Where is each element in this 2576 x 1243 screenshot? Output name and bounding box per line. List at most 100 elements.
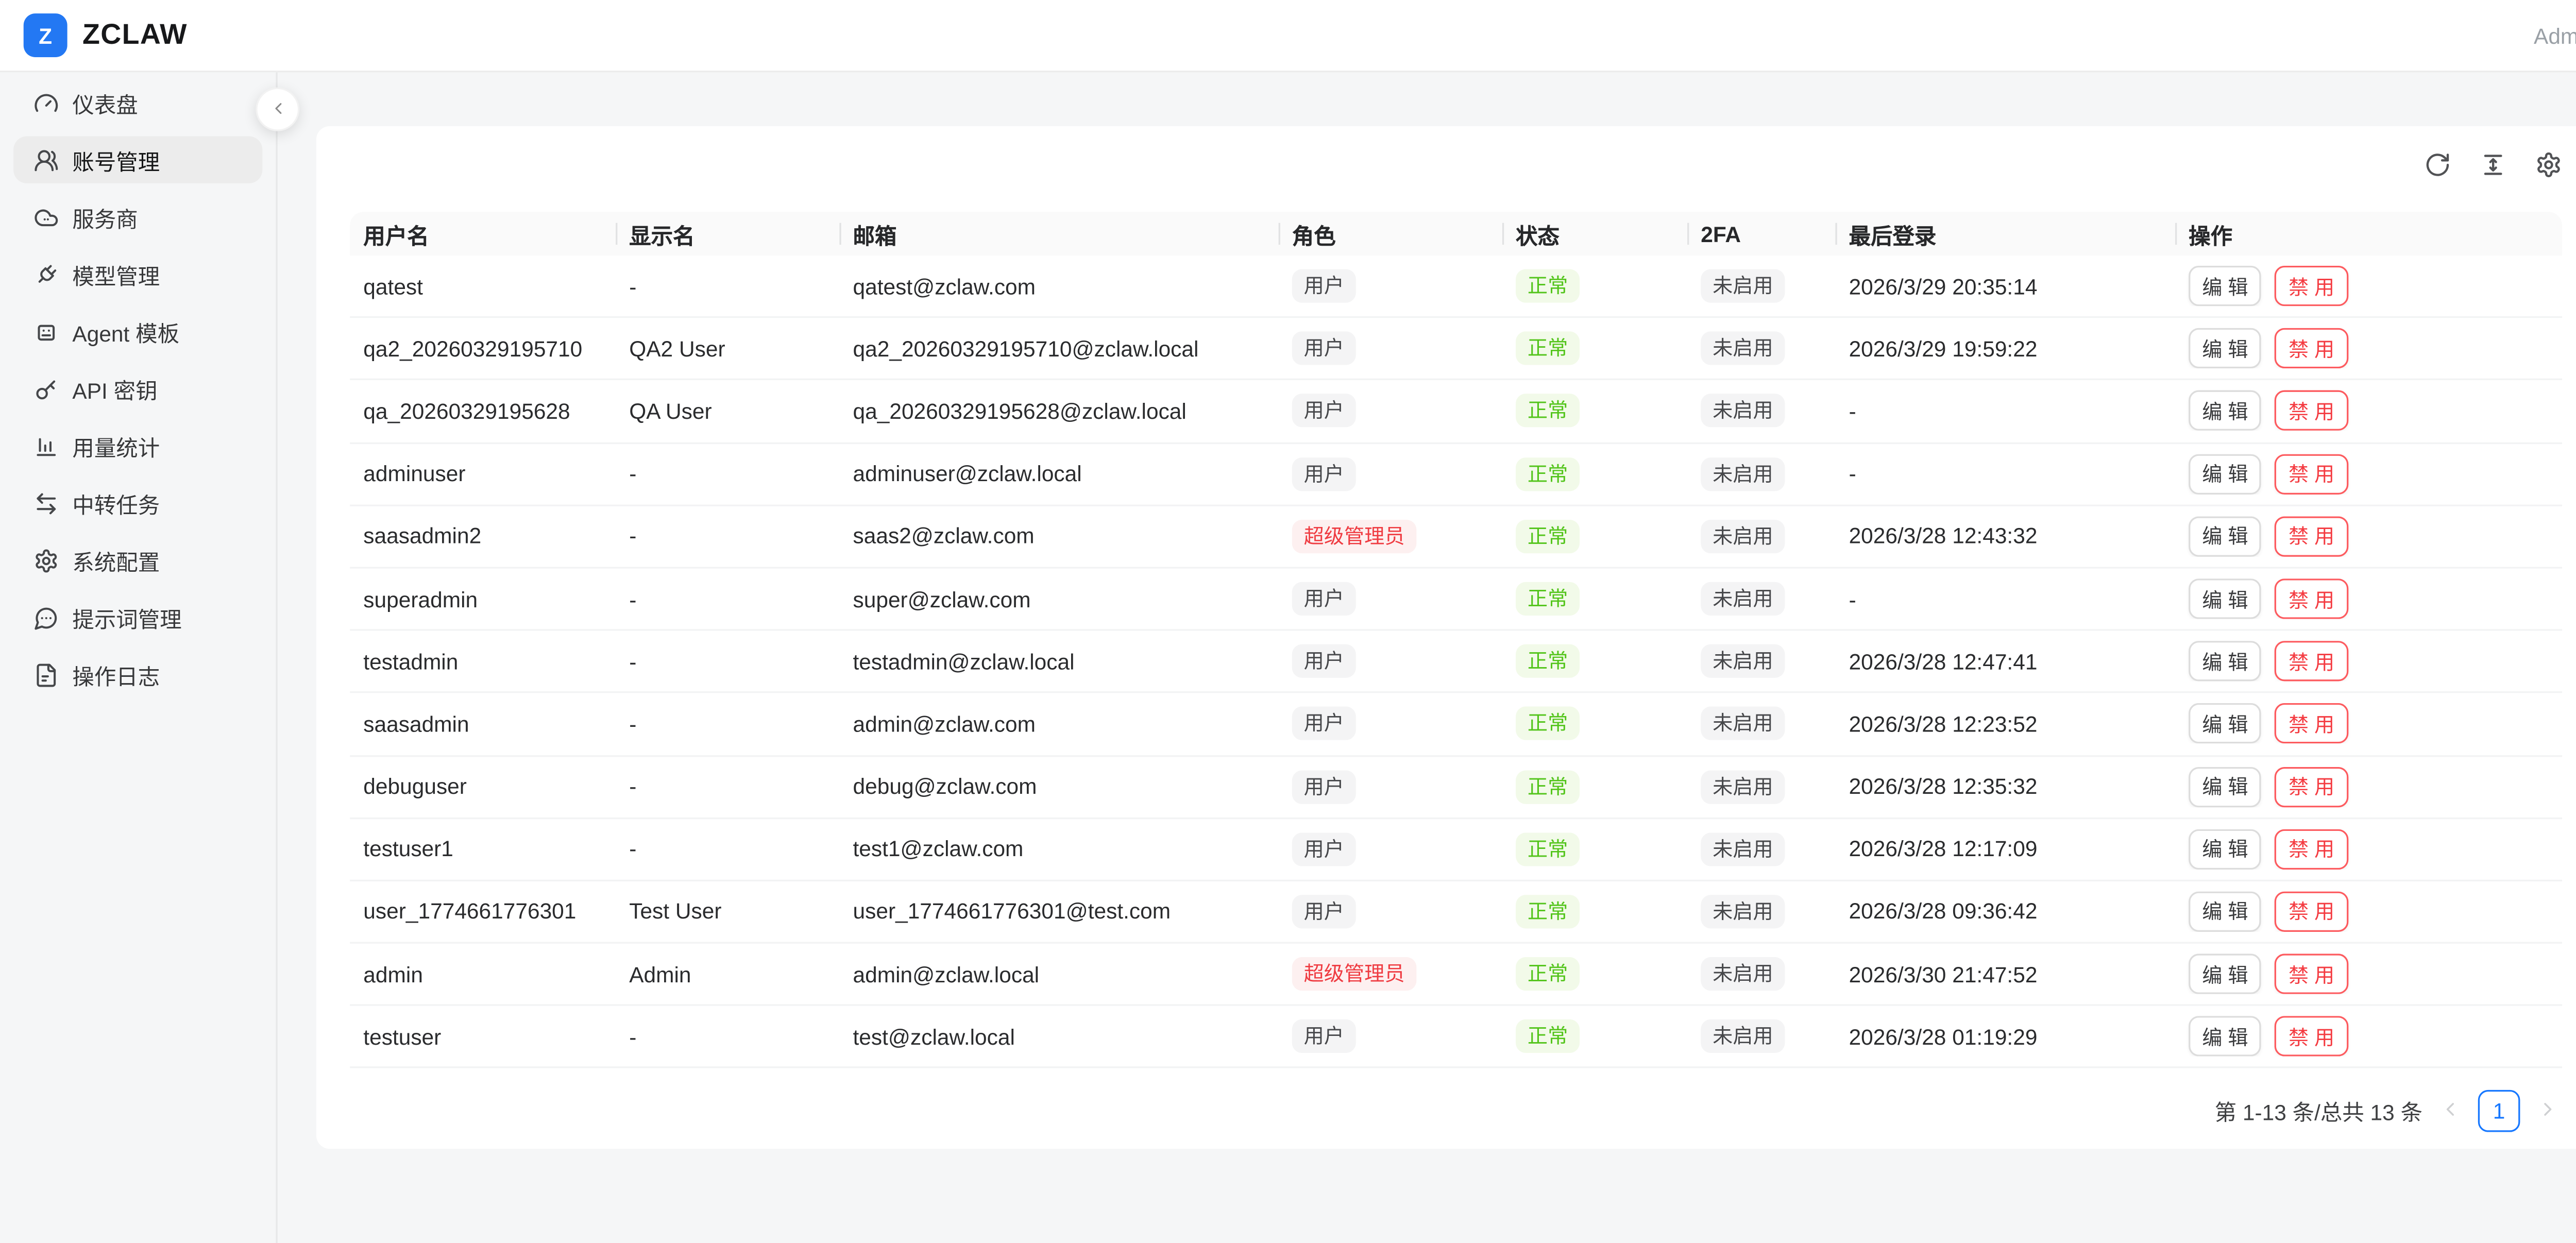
cell-actions: 编 辑禁 用	[2175, 453, 2562, 494]
column-height-icon[interactable]	[2480, 151, 2506, 178]
edit-button[interactable]: 编 辑	[2189, 516, 2262, 557]
status-badge: 正常	[1516, 519, 1580, 553]
edit-button[interactable]: 编 辑	[2189, 829, 2262, 870]
cell-last-login: 2026/3/30 21:47:52	[1849, 961, 2038, 987]
refresh-icon[interactable]	[2424, 151, 2451, 178]
table-row: testadmin - testadmin@zclaw.local 用户 正常 未启用 20…	[350, 631, 2563, 694]
pagination-summary: 第 1-13 条/总共 13 条	[2214, 1100, 2423, 1126]
accounts-table-card: 用户名 显示名 邮箱 角色 状态 2FA 最后登录 操作 qatest - qatest@zcla…	[316, 126, 2576, 1149]
edit-button[interactable]: 编 辑	[2189, 578, 2262, 619]
sidebar-item-accounts[interactable]: 账号管理	[13, 136, 263, 183]
cell-username: saasadmin2	[363, 523, 482, 549]
cell-actions: 编 辑禁 用	[2175, 829, 2562, 870]
column-header-6: 最后登录	[1835, 212, 2175, 256]
pagination-page-current[interactable]: 1	[2478, 1091, 2520, 1133]
cell-status: 正常	[1502, 644, 1687, 678]
table-toolbar	[350, 150, 2562, 180]
cell-role: 用户	[1279, 582, 1502, 616]
sidebar-item-api-keys[interactable]: API 密钥	[13, 365, 262, 412]
edit-button[interactable]: 编 辑	[2189, 391, 2262, 432]
edit-button[interactable]: 编 辑	[2189, 766, 2262, 807]
disable-button[interactable]: 禁 用	[2275, 829, 2348, 870]
sidebar-collapse-button[interactable]	[256, 87, 300, 131]
bot-icon	[33, 319, 59, 344]
cell-2fa: 未启用	[1687, 332, 1835, 366]
cell-role: 超级管理员	[1279, 957, 1502, 991]
cell-email: testadmin@zclaw.local	[853, 649, 1075, 674]
sidebar-item-dashboard[interactable]: 仪表盘	[13, 79, 262, 126]
brand: Z ZCLAW	[23, 13, 188, 58]
cell-status: 正常	[1502, 1019, 1687, 1054]
disable-button[interactable]: 禁 用	[2275, 453, 2348, 494]
cell-username: testuser	[363, 1024, 442, 1050]
cell-2fa: 未启用	[1687, 269, 1835, 303]
status-badge: 正常	[1516, 394, 1580, 428]
table-row: adminuser - adminuser@zclaw.local 用户 正常 未启用 - 编…	[350, 444, 2563, 506]
status-badge: 正常	[1516, 832, 1580, 866]
disable-button[interactable]: 禁 用	[2275, 266, 2348, 307]
cell-status: 正常	[1502, 269, 1687, 303]
cell-email: admin@zclaw.com	[853, 711, 1036, 737]
topbar-user-menu[interactable]: Admin	[2534, 23, 2576, 48]
cell-status: 正常	[1502, 332, 1687, 366]
twofa-badge: 未启用	[1701, 457, 1785, 491]
sidebar-item-usage-stats[interactable]: 用量统计	[13, 422, 262, 469]
disable-button[interactable]: 禁 用	[2275, 891, 2348, 932]
disable-button[interactable]: 禁 用	[2275, 953, 2348, 995]
edit-button[interactable]: 编 辑	[2189, 453, 2262, 494]
role-badge: 用户	[1292, 582, 1356, 616]
twofa-badge: 未启用	[1701, 770, 1785, 804]
edit-button[interactable]: 编 辑	[2189, 891, 2262, 932]
cell-display-name: -	[629, 523, 637, 549]
disable-button[interactable]: 禁 用	[2275, 641, 2348, 682]
pagination-prev-button[interactable]	[2439, 1098, 2461, 1125]
disable-button[interactable]: 禁 用	[2275, 328, 2348, 369]
chevron-right-icon	[2537, 1098, 2558, 1125]
cell-actions: 编 辑禁 用	[2175, 516, 2562, 557]
cell-2fa: 未启用	[1687, 707, 1835, 741]
sidebar-item-providers[interactable]: 服务商	[13, 194, 262, 241]
edit-button[interactable]: 编 辑	[2189, 704, 2262, 744]
cell-2fa: 未启用	[1687, 519, 1835, 553]
twofa-badge: 未启用	[1701, 644, 1785, 678]
cell-display-name: QA2 User	[629, 336, 725, 362]
cell-actions: 编 辑禁 用	[2175, 1016, 2562, 1057]
edit-button[interactable]: 编 辑	[2189, 953, 2262, 995]
status-badge: 正常	[1516, 1019, 1580, 1054]
cell-status: 正常	[1502, 957, 1687, 991]
cell-username: saasadmin	[363, 711, 469, 737]
users-icon	[33, 147, 59, 173]
cell-actions: 编 辑禁 用	[2175, 641, 2562, 682]
disable-button[interactable]: 禁 用	[2275, 1016, 2348, 1057]
sidebar-item-op-logs[interactable]: 操作日志	[13, 651, 262, 698]
role-badge: 超级管理员	[1292, 957, 1417, 991]
edit-button[interactable]: 编 辑	[2189, 328, 2262, 369]
edit-button[interactable]: 编 辑	[2189, 266, 2262, 307]
disable-button[interactable]: 禁 用	[2275, 516, 2348, 557]
settings-icon[interactable]	[2535, 151, 2562, 178]
status-badge: 正常	[1516, 644, 1580, 678]
edit-button[interactable]: 编 辑	[2189, 641, 2262, 682]
role-badge: 用户	[1292, 457, 1356, 491]
sidebar-item-models[interactable]: 模型管理	[13, 251, 262, 298]
status-badge: 正常	[1516, 457, 1580, 491]
cell-status: 正常	[1502, 770, 1687, 804]
sidebar-item-relay-tasks[interactable]: 中转任务	[13, 480, 262, 526]
sidebar-item-label: 中转任务	[72, 492, 160, 518]
sidebar-item-agent-templates[interactable]: Agent 模板	[13, 308, 262, 355]
brand-logo-letter: Z	[39, 23, 53, 48]
disable-button[interactable]: 禁 用	[2275, 391, 2348, 432]
sidebar-item-prompts[interactable]: 提示词管理	[13, 594, 262, 641]
sidebar-item-label: 服务商	[72, 206, 138, 231]
column-header-5: 2FA	[1687, 212, 1835, 256]
sidebar-item-system-config[interactable]: 系统配置	[13, 537, 262, 584]
disable-button[interactable]: 禁 用	[2275, 766, 2348, 807]
sidebar-item-label: 提示词管理	[72, 606, 182, 632]
disable-button[interactable]: 禁 用	[2275, 578, 2348, 619]
disable-button[interactable]: 禁 用	[2275, 704, 2348, 744]
pagination-next-button[interactable]	[2537, 1098, 2558, 1125]
twofa-badge: 未启用	[1701, 332, 1785, 366]
sidebar-item-label: 用量统计	[72, 435, 160, 461]
swap-icon	[33, 490, 59, 516]
edit-button[interactable]: 编 辑	[2189, 1016, 2262, 1057]
